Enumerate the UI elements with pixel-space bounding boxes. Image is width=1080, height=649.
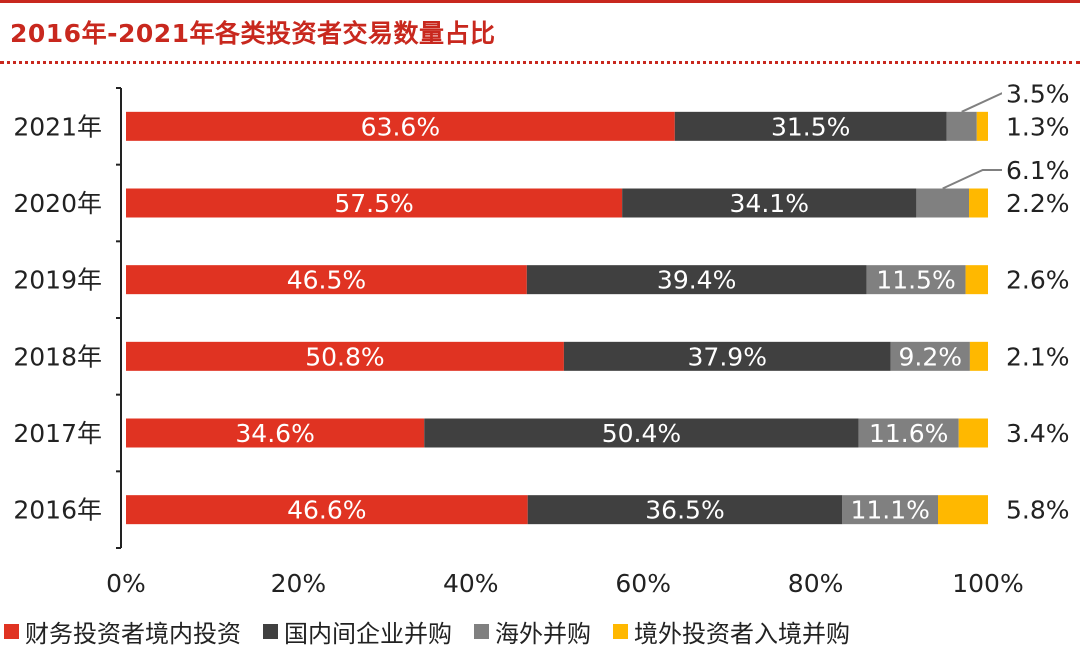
legend-item-domestic-corp: 国内间企业并购 [263,614,452,649]
bar-domestic-fin [126,111,675,141]
legend-swatch [613,623,628,639]
data-label-overseas: 11.5% [876,266,955,295]
bar-foreign-inbound [965,265,988,295]
bar-foreign-inbound [969,341,988,371]
bar-foreign-inbound [958,418,988,448]
data-label-overseas: 6.1% [1006,156,1070,185]
bar-domestic-corp [526,265,867,295]
legend-label: 国内间企业并购 [284,619,452,648]
bar-domestic-fin [126,188,623,218]
bar-domestic-corp [527,495,843,525]
data-label-domestic-corp: 37.9% [688,342,767,371]
bar-domestic-fin [126,265,527,295]
x-tick-label: 60% [615,569,671,598]
data-label-domestic-corp: 34.1% [730,189,809,218]
title-divider [0,61,1080,64]
legend-label: 海外并购 [495,619,591,648]
data-label-domestic-corp: 31.5% [771,112,850,141]
bar-overseas [842,495,939,525]
chart-title: 2016年-2021年各类投资者交易数量占比 [10,19,496,48]
callout-leader-line [961,92,1003,113]
bar-domestic-corp [674,111,947,141]
data-label-domestic-corp: 36.5% [645,496,724,525]
data-label-domestic-fin: 34.6% [235,419,314,448]
bar-overseas [890,341,970,371]
data-label-foreign-inbound: 2.6% [1006,266,1070,295]
y-tick-label: 2021年 [13,112,102,141]
data-label-domestic-fin: 46.5% [287,266,366,295]
x-tick-label: 100% [952,569,1023,598]
bar-domestic-fin [126,418,425,448]
x-tick-label: 40% [443,569,499,598]
bar-domestic-fin [126,495,528,525]
x-tick-label: 80% [788,569,844,598]
stacked-bar-chart: 2021年 63.6% 31.5% 1.3% 3.5% 2020年 57.5% 34.1% 2.… [13,79,1070,598]
callout-leader-line [942,169,1002,190]
data-label-domestic-fin: 46.6% [287,496,366,525]
data-label-domestic-fin: 50.8% [305,342,384,371]
data-label-domestic-fin: 63.6% [361,112,440,141]
data-label-foreign-inbound: 3.4% [1006,419,1070,448]
x-tick-label: 0% [106,569,146,598]
data-label-overseas: 9.2% [898,342,962,371]
legend-label: 财务投资者境内投资 [25,619,241,648]
top-accent-bar [0,0,1080,3]
data-label-domestic-corp: 39.4% [657,266,736,295]
legend-item-foreign-inbound: 境外投资者入境并购 [613,614,850,649]
legend-item-domestic-fin: 财务投资者境内投资 [4,614,241,649]
bar-foreign-inbound [969,188,988,218]
bar-foreign-inbound [976,111,988,141]
data-label-domestic-fin: 57.5% [334,189,413,218]
legend-swatch [4,623,19,639]
bar-foreign-inbound [938,495,988,525]
legend-swatch [474,623,489,639]
data-label-domestic-corp: 50.4% [602,419,681,448]
data-label-overseas: 11.6% [869,419,948,448]
legend-label: 境外投资者入境并购 [634,619,850,648]
bar-domestic-corp [424,418,859,448]
y-tick-label: 2018年 [13,342,102,371]
bar-overseas [858,418,959,448]
y-tick-label: 2020年 [13,189,102,218]
chart-legend: 财务投资者境内投资 国内间企业并购 海外并购 境外投资者入境并购 [4,614,1080,648]
data-label-foreign-inbound: 5.8% [1006,496,1070,525]
x-tick-label: 20% [271,569,327,598]
bar-domestic-corp [622,188,917,218]
data-label-foreign-inbound: 2.1% [1006,342,1070,371]
y-tick-label: 2016年 [13,496,102,525]
data-label-foreign-inbound: 2.2% [1006,189,1070,218]
bar-overseas [916,188,970,218]
bar-overseas [946,111,977,141]
y-tick-label: 2017年 [13,419,102,448]
data-label-overseas: 11.1% [850,496,929,525]
data-label-overseas: 3.5% [1006,79,1070,108]
bar-overseas [866,265,966,295]
bar-domestic-fin [126,341,564,371]
legend-item-overseas: 海外并购 [474,614,591,649]
data-label-foreign-inbound: 1.3% [1006,112,1070,141]
bar-domestic-corp [563,341,891,371]
legend-swatch [263,623,278,639]
y-tick-label: 2019年 [13,266,102,295]
